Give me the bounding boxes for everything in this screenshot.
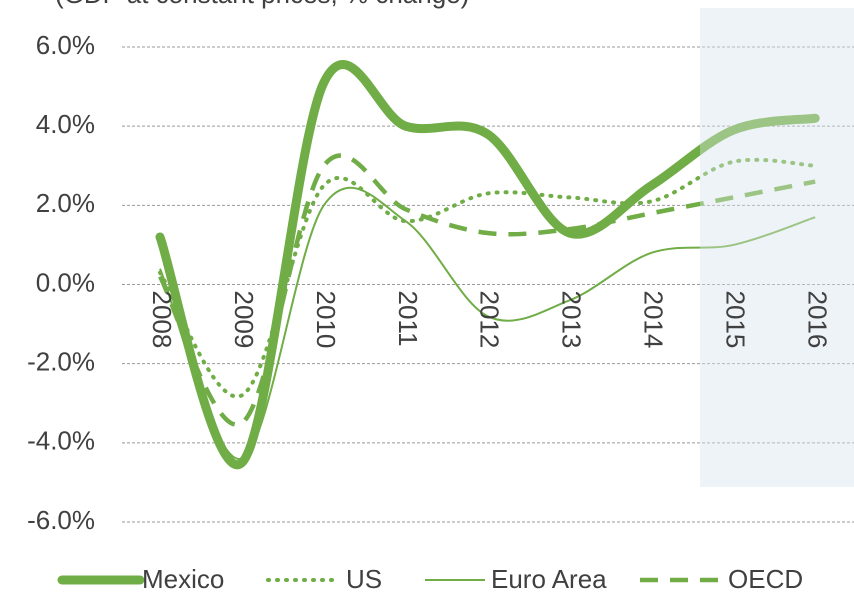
x-tick-label: 2013 <box>557 291 587 349</box>
x-tick-label: 2009 <box>229 291 259 349</box>
y-tick-label: 6.0% <box>36 30 95 60</box>
legend-label: Euro Area <box>491 564 607 594</box>
forecast-shading <box>700 8 854 487</box>
legend-label: OECD <box>728 564 803 594</box>
forecast-overlay <box>700 8 854 487</box>
lines <box>155 60 820 470</box>
y-tick-label: -2.0% <box>27 347 95 377</box>
y-tick-label: 4.0% <box>36 109 95 139</box>
y-tick-label: 2.0% <box>36 188 95 218</box>
chart-subtitle: (GDP at constant prices, % change) <box>55 0 469 9</box>
x-tick-label: 2012 <box>475 291 505 349</box>
y-tick-label: 0.0% <box>36 267 95 297</box>
y-tick-label: -6.0% <box>27 505 95 535</box>
labels: -6.0% -4.0% -2.0% 0.0% 2.0% 4.0% 6.0% 2008 2009 2… <box>27 30 832 594</box>
x-tick-label: 2011 <box>393 291 423 347</box>
x-tick-label: 2014 <box>639 291 669 349</box>
y-tick-label: -4.0% <box>27 426 95 456</box>
x-tick-label: 2008 <box>147 291 177 349</box>
x-tick-label: 2010 <box>311 291 341 349</box>
series-line <box>158 153 816 427</box>
legend-label: US <box>346 564 382 594</box>
series-line <box>158 157 818 399</box>
series-line <box>155 60 820 470</box>
legend-label: Mexico <box>142 564 224 594</box>
x-tick-label: 2016 <box>802 291 832 349</box>
x-tick-label: 2015 <box>720 291 750 349</box>
